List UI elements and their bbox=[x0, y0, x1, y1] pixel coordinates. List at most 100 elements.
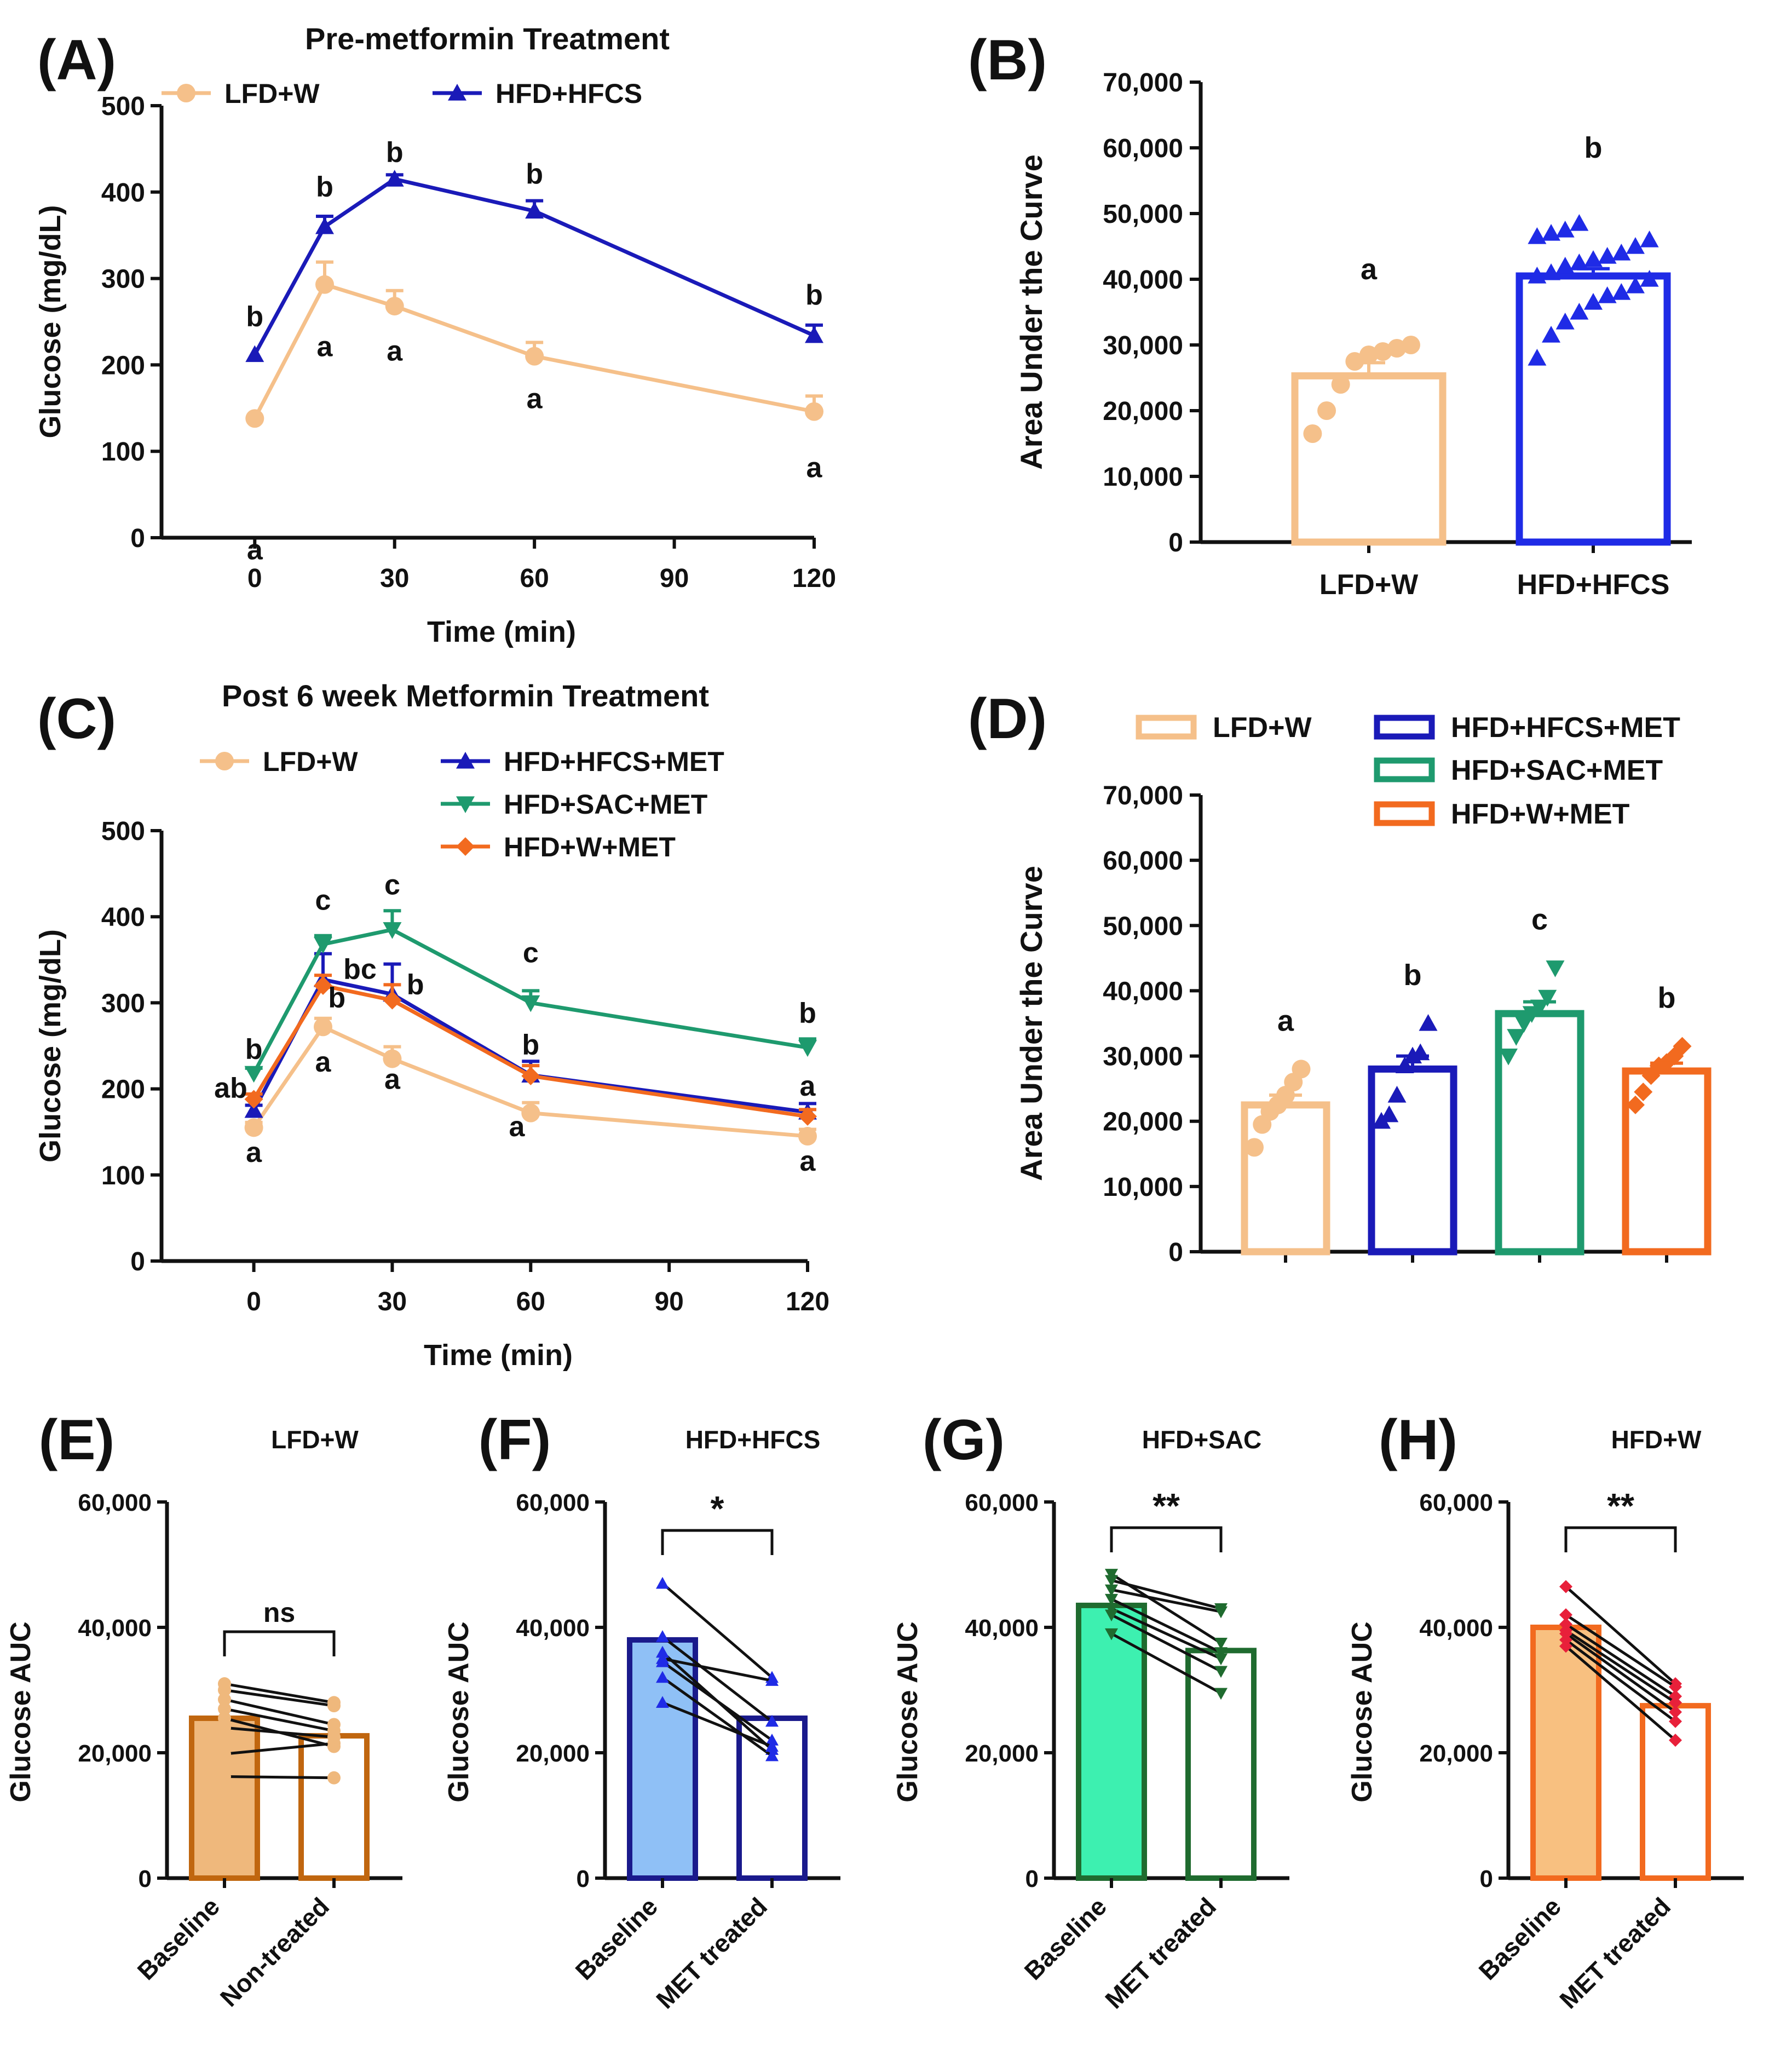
y-tick-label: 0 bbox=[1025, 1866, 1039, 1892]
x-tick-label: 60 bbox=[520, 564, 549, 593]
data-point bbox=[656, 1671, 669, 1683]
y-tick-label: 60,000 bbox=[1103, 134, 1183, 163]
significance-letter: b bbox=[805, 279, 823, 311]
category-label: Non-treated bbox=[215, 1892, 335, 2012]
y-tick-label: 10,000 bbox=[1103, 463, 1183, 492]
data-point bbox=[525, 202, 544, 219]
legend-label: HFD+HFCS+MET bbox=[1451, 712, 1680, 744]
data-point bbox=[1612, 244, 1631, 261]
data-point bbox=[1626, 237, 1645, 254]
data-point bbox=[1559, 1608, 1572, 1622]
significance-letter: a bbox=[509, 1111, 526, 1143]
y-tick-label: 500 bbox=[101, 92, 145, 121]
paired-line bbox=[661, 1676, 773, 1757]
significance-letter: b bbox=[407, 969, 424, 1001]
data-point bbox=[314, 976, 332, 995]
bar-treated bbox=[298, 1733, 370, 1881]
paired-line bbox=[224, 1742, 335, 1755]
y-axis-title: Glucose (mg/dL) bbox=[34, 205, 67, 438]
data-point bbox=[1559, 1639, 1572, 1653]
data-point bbox=[385, 297, 404, 316]
category-label: Baseline bbox=[1473, 1892, 1567, 1985]
significance-letter: a bbox=[806, 452, 823, 484]
data-point bbox=[1584, 293, 1603, 310]
data-point bbox=[1387, 1086, 1407, 1103]
panel-label: (G) bbox=[923, 1408, 1005, 1472]
y-axis-title: Glucose AUC bbox=[1346, 1621, 1378, 1802]
data-point bbox=[656, 1576, 669, 1589]
data-point bbox=[1669, 1680, 1682, 1694]
data-point bbox=[314, 936, 332, 954]
significance-letter: b bbox=[328, 982, 345, 1014]
category-label: Baseline bbox=[1019, 1892, 1113, 1985]
data-point bbox=[1673, 1037, 1692, 1056]
significance-letter: a bbox=[527, 383, 543, 415]
data-point bbox=[1669, 1705, 1682, 1719]
legend-label: HFD+SAC+MET bbox=[1451, 755, 1663, 786]
legend-swatch bbox=[1374, 801, 1435, 826]
significance-letter: b bbox=[522, 1029, 539, 1061]
y-tick-label: 40,000 bbox=[1419, 1615, 1493, 1642]
legend-label: HFD+SAC+MET bbox=[504, 789, 707, 820]
y-tick-label: 500 bbox=[101, 817, 145, 846]
x-tick-label: 120 bbox=[792, 564, 836, 593]
bar-treated bbox=[1185, 1648, 1257, 1881]
legend-label: HFD+HFCS bbox=[495, 78, 642, 109]
category-label: HFD+HFCS bbox=[1517, 569, 1670, 601]
data-point bbox=[327, 1740, 341, 1753]
data-point bbox=[1214, 1647, 1228, 1659]
y-tick-label: 0 bbox=[1480, 1866, 1493, 1892]
y-axis-title: Area Under the Curve bbox=[1014, 866, 1048, 1181]
data-point bbox=[1570, 303, 1589, 320]
data-point bbox=[383, 922, 402, 939]
y-tick-label: 200 bbox=[101, 1075, 145, 1104]
legend-label: LFD+W bbox=[224, 78, 320, 109]
data-point bbox=[1214, 1638, 1228, 1650]
y-tick-label: 0 bbox=[1168, 528, 1183, 557]
category-label: MET treated bbox=[1099, 1892, 1221, 2014]
data-point bbox=[765, 1740, 779, 1752]
panel-title: HFD+SAC bbox=[1142, 1425, 1262, 1454]
data-point bbox=[1598, 247, 1617, 264]
legend-marker bbox=[177, 84, 195, 102]
data-point bbox=[218, 1712, 231, 1725]
y-tick-label: 70,000 bbox=[1103, 68, 1183, 97]
data-point bbox=[521, 1103, 540, 1123]
data-point bbox=[1105, 1609, 1118, 1622]
bar bbox=[1516, 272, 1671, 546]
y-tick-label: 0 bbox=[139, 1866, 152, 1892]
y-tick-label: 60,000 bbox=[1419, 1489, 1493, 1516]
data-point bbox=[1317, 401, 1336, 420]
data-point bbox=[315, 217, 334, 234]
data-point bbox=[1214, 1653, 1228, 1666]
y-tick-label: 60,000 bbox=[1103, 847, 1183, 876]
data-point bbox=[798, 1127, 817, 1146]
data-point bbox=[315, 275, 334, 294]
paired-line bbox=[1110, 1607, 1222, 1660]
x-tick-label: 90 bbox=[654, 1287, 683, 1316]
data-point bbox=[656, 1630, 669, 1642]
data-point bbox=[1514, 1016, 1534, 1033]
x-axis-title: Time (min) bbox=[424, 1339, 573, 1372]
paired-line bbox=[224, 1717, 335, 1748]
data-point bbox=[327, 1696, 341, 1709]
y-tick-label: 40,000 bbox=[965, 1615, 1039, 1642]
paired-line bbox=[224, 1698, 335, 1726]
y-tick-label: 20,000 bbox=[1103, 397, 1183, 426]
significance-letter: a bbox=[315, 1046, 332, 1078]
data-point bbox=[1528, 349, 1547, 366]
x-axis-title: Time (min) bbox=[427, 615, 576, 648]
data-point bbox=[1634, 1083, 1653, 1102]
data-point bbox=[1214, 1606, 1228, 1619]
data-point bbox=[1105, 1628, 1118, 1640]
bar-treated bbox=[1640, 1703, 1711, 1881]
significance-label: ** bbox=[1153, 1486, 1180, 1526]
significance-letter: b bbox=[1584, 131, 1603, 164]
category-label: Baseline bbox=[132, 1892, 226, 1985]
data-point bbox=[1373, 342, 1392, 361]
data-point bbox=[1542, 263, 1561, 280]
significance-bracket bbox=[223, 1630, 336, 1656]
data-point bbox=[1546, 960, 1565, 977]
data-point bbox=[1105, 1584, 1118, 1597]
panel-title: HFD+W bbox=[1611, 1425, 1702, 1454]
